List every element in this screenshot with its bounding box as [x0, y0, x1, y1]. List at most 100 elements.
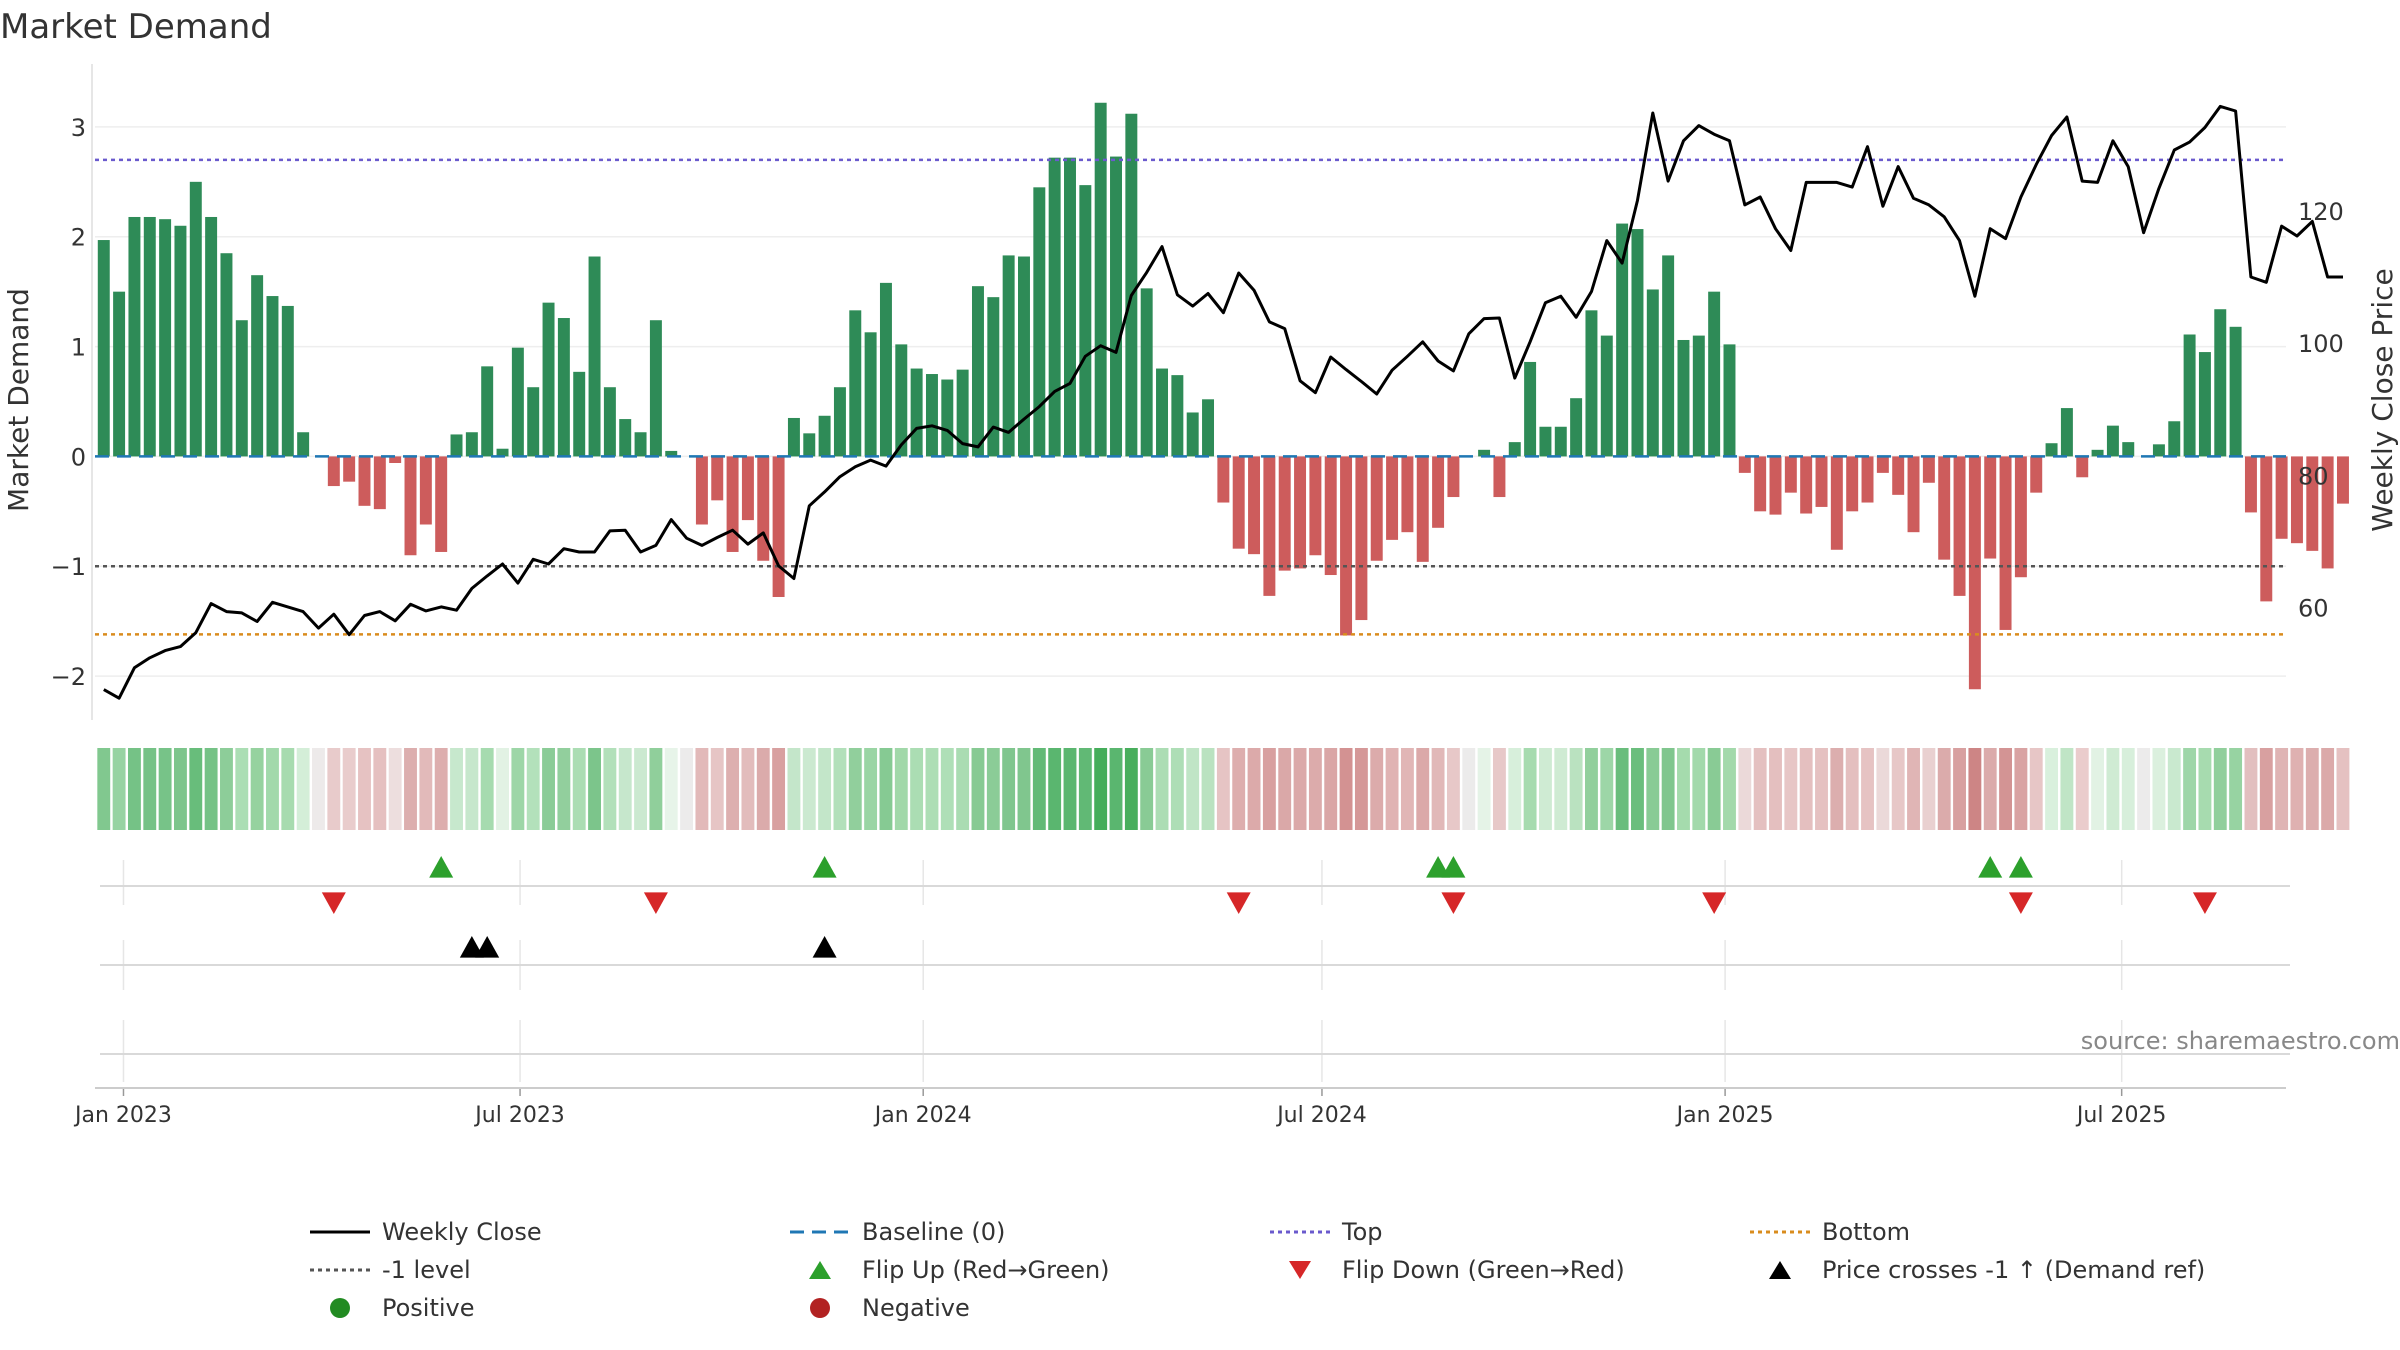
demand-bar: [879, 282, 892, 457]
heat-cell: [1953, 748, 1966, 830]
demand-bar: [2275, 456, 2288, 539]
legend-dot-icon: [1270, 1230, 1330, 1234]
heat-cell: [1216, 748, 1230, 830]
legend-label: Baseline (0): [862, 1218, 1006, 1246]
heat-cell: [189, 748, 203, 830]
legend-label: Flip Up (Red→Green): [862, 1256, 1110, 1284]
heat-cell: [1569, 748, 1583, 830]
heat-cell: [1416, 748, 1430, 830]
demand-bar: [603, 387, 616, 457]
demand-bar: [1769, 456, 1782, 515]
demand-bar: [1340, 456, 1353, 636]
heat-cell: [1170, 748, 1184, 830]
flip-down-marker: [2192, 892, 2217, 914]
heat-cell: [634, 748, 648, 830]
demand-bar: [987, 297, 1000, 457]
heat-cell: [511, 748, 525, 830]
demand-bar: [205, 216, 218, 457]
heat-cell: [2091, 748, 2105, 830]
flip-down-marker: [1226, 892, 1251, 914]
demand-bar: [895, 344, 908, 457]
demand-bar: [1432, 456, 1445, 528]
heat-cell: [2213, 748, 2227, 830]
legend-item-baseline: Baseline (0): [780, 1213, 1005, 1251]
heat-cell: [434, 748, 448, 830]
flip-up-marker: [1426, 856, 1451, 878]
legend-item-negative: Negative: [780, 1289, 970, 1327]
y2-tick-label: 100: [2298, 330, 2344, 358]
demand-bar: [1646, 289, 1659, 457]
heat-cell: [1048, 748, 1062, 830]
heat-cell: [1646, 748, 1660, 830]
heat-cell: [1354, 748, 1368, 830]
demand-bar: [1386, 456, 1399, 540]
heat-cell: [1293, 748, 1307, 830]
demand-bar: [189, 181, 202, 457]
heat-cell: [404, 748, 417, 830]
heat-cell: [1017, 748, 1031, 830]
demand-bar: [1846, 456, 1859, 512]
demand-bar: [1524, 361, 1537, 457]
heat-cell: [925, 748, 939, 830]
heat-cell: [802, 748, 816, 830]
y-tick-label: −1: [51, 553, 86, 581]
demand-bar: [1263, 456, 1276, 596]
legend-item-top: Top: [1260, 1213, 1383, 1251]
heat-cell: [327, 748, 341, 830]
demand-bar: [251, 275, 264, 457]
heat-cell: [496, 748, 509, 830]
legend-row-3: Positive Negative: [300, 1289, 2250, 1327]
demand-bar: [419, 456, 432, 525]
heat-cell: [1845, 748, 1859, 830]
demand-bar: [1018, 256, 1030, 457]
demand-bar: [481, 366, 494, 457]
demand-bar: [1278, 456, 1291, 571]
heat-cell: [1262, 748, 1276, 830]
y2-tick-label: 80: [2298, 462, 2329, 490]
heat-cell: [2029, 748, 2043, 830]
y-tick-label: −2: [51, 663, 86, 691]
heat-cell: [1186, 748, 1200, 830]
legend-label: Negative: [862, 1294, 970, 1322]
demand-bar: [1064, 157, 1076, 457]
heat-cell: [1002, 748, 1016, 830]
heat-cell: [1124, 748, 1138, 830]
heat-cell: [1677, 748, 1690, 830]
legend-dot-icon: [1750, 1230, 1810, 1234]
legend-item-minus-one: -1 level: [300, 1251, 471, 1289]
heat-cell: [572, 748, 586, 830]
heat-cell: [1907, 748, 1920, 830]
heat-cell: [2244, 748, 2258, 830]
demand-bar: [1907, 456, 1920, 533]
x-tick-label: Jan 2025: [1675, 1103, 1774, 1128]
demand-bar: [634, 432, 647, 457]
demand-bar: [1355, 456, 1368, 621]
heat-cell: [695, 748, 709, 830]
heat-cell: [450, 748, 463, 830]
demand-bar: [2106, 425, 2119, 457]
demand-bar: [1999, 456, 2012, 630]
heat-cell: [1078, 748, 1092, 830]
heat-cell: [2290, 748, 2304, 830]
demand-bar: [542, 302, 555, 457]
heat-cell: [940, 748, 954, 830]
heat-cell: [220, 748, 233, 830]
legend-item-price-cross: Price crosses -1 ↑ (Demand ref): [1740, 1251, 2205, 1289]
demand-bar: [757, 456, 770, 561]
heat-cell: [726, 748, 740, 830]
demand-bar: [741, 456, 754, 521]
demand-bar: [2122, 442, 2135, 457]
demand-bar: [1478, 449, 1491, 457]
heat-cell: [664, 748, 678, 830]
flip-up-marker: [1441, 856, 1466, 878]
demand-bar: [1048, 157, 1061, 457]
heat-cell: [465, 748, 479, 830]
legend-label: Bottom: [1822, 1218, 1911, 1246]
demand-bar: [1094, 102, 1107, 457]
legend-item-flip-down: Flip Down (Green→Red): [1260, 1251, 1625, 1289]
x-tick-label: Jul 2025: [2075, 1103, 2167, 1128]
heat-cell: [772, 748, 786, 830]
heat-cell: [603, 748, 617, 830]
heat-cell: [1431, 748, 1445, 830]
heat-cell: [1554, 748, 1568, 830]
